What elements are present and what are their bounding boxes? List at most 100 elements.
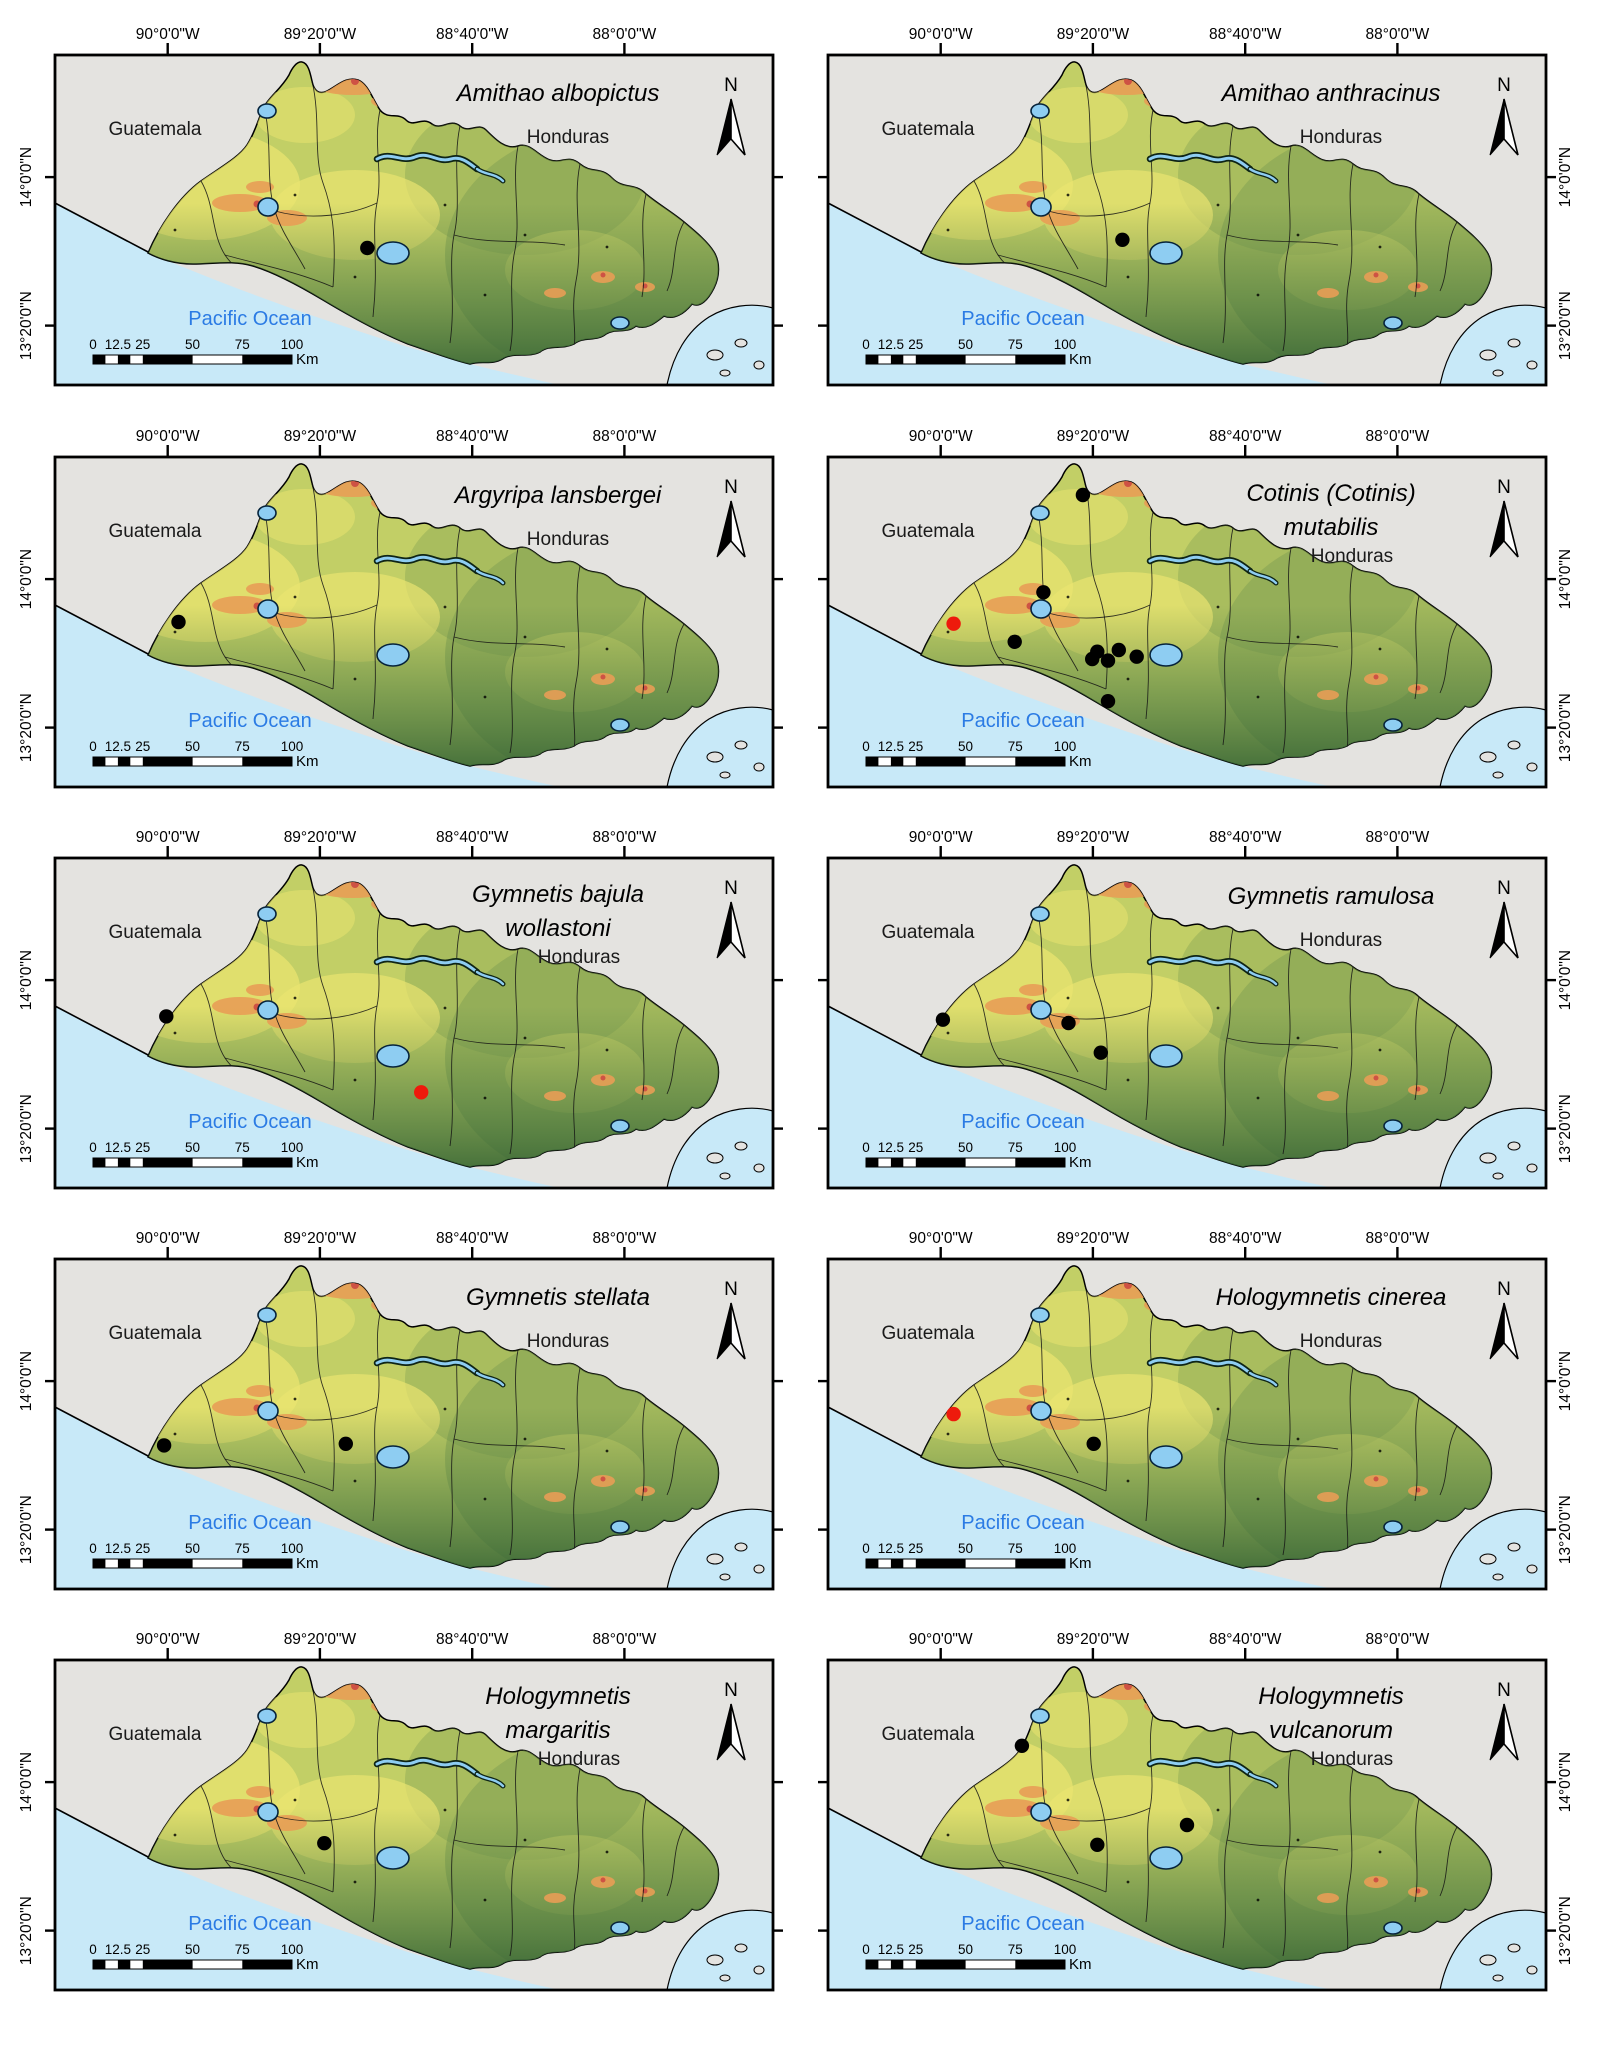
gulf-of-fonseca-water xyxy=(666,1508,774,1590)
scalebar-tick-label: 0 xyxy=(862,337,870,352)
scalebar-tick-label: 12.5 xyxy=(105,337,131,352)
scalebar-tick-label: 100 xyxy=(1054,1140,1077,1155)
ocean-label: Pacific Ocean xyxy=(961,308,1084,330)
north-arrow-label: N xyxy=(724,1279,738,1300)
scalebar-tick-label: 25 xyxy=(908,1942,923,1957)
department-boundary xyxy=(1345,1367,1354,1556)
scalebar-tick-label: 25 xyxy=(908,1140,923,1155)
map-canvas-8: 90°0'0"W 89°20'0"W 88°40'0"W 88°0'0"W 14°0'0… xyxy=(818,1230,1574,1591)
longitude-label: 88°40'0"W xyxy=(436,1631,509,1648)
longitude-label: 90°0'0"W xyxy=(136,829,200,846)
north-arrow-icon: N xyxy=(1489,878,1519,959)
department-boundary xyxy=(274,604,378,619)
island xyxy=(1479,1553,1497,1565)
north-arrow-icon: N xyxy=(1489,1680,1519,1761)
department-boundary xyxy=(311,482,335,690)
lake-guija xyxy=(1030,505,1050,521)
map-canvas-9: 90°0'0"W 89°20'0"W 88°40'0"W 88°0'0"W 14°0'0… xyxy=(18,1631,783,1992)
species-title-line: Hologymnetis cinerea xyxy=(1216,1284,1447,1311)
department-boundary xyxy=(311,883,335,1091)
map-frame xyxy=(53,1257,775,1591)
department-boundary xyxy=(1282,1750,1292,1957)
island xyxy=(753,360,765,370)
department-boundary xyxy=(224,1057,334,1091)
scalebar-unit: Km xyxy=(1069,1956,1092,1973)
lake-ilopango xyxy=(1149,1445,1183,1469)
ocean-label: Pacific Ocean xyxy=(961,1913,1084,1935)
department-boundary xyxy=(997,1859,1107,1893)
department-boundary xyxy=(666,1024,685,1095)
guatemala-coastline xyxy=(54,1807,151,1859)
department-boundary xyxy=(997,1057,1107,1091)
island xyxy=(1526,1564,1538,1574)
lake-ilopango xyxy=(376,1445,410,1469)
occurrence-dot-black xyxy=(1100,694,1116,709)
map-canvas-5: 90°0'0"W 89°20'0"W 88°40'0"W 88°0'0"W 14°0'0… xyxy=(18,829,783,1190)
occurrence-dot-black xyxy=(1115,232,1130,247)
latitude-label: 13°20'0"N xyxy=(1557,1896,1574,1965)
scalebar-tick-label: 12.5 xyxy=(878,1140,904,1155)
latitude-label: 13°20'0"N xyxy=(1557,291,1574,360)
north-arrow-icon: N xyxy=(1489,477,1519,558)
reservoir-water xyxy=(475,1371,505,1387)
gulf-of-fonseca-water xyxy=(666,1909,774,1991)
longitude-label: 88°40'0"W xyxy=(1209,26,1282,43)
department-boundary xyxy=(1047,202,1151,217)
guatemala-coastline xyxy=(827,1807,924,1859)
department-boundary xyxy=(509,547,519,754)
latitude-label: 13°20'0"N xyxy=(18,1896,35,1965)
lake-olomega xyxy=(1383,1119,1403,1133)
longitude-label: 90°0'0"W xyxy=(136,1230,200,1247)
longitude-label: 89°20'0"W xyxy=(1057,1631,1130,1648)
lake-olomega xyxy=(1383,1520,1403,1534)
department-boundary xyxy=(572,1367,581,1556)
department-boundary xyxy=(1226,1037,1339,1049)
department-boundary xyxy=(572,163,581,352)
scalebar-tick-label: 0 xyxy=(89,1541,97,1556)
scalebar-tick-label: 25 xyxy=(908,1541,923,1556)
scalebar-tick-label: 75 xyxy=(1008,1140,1023,1155)
department-boundary xyxy=(572,1768,581,1957)
scalebar-tick-label: 50 xyxy=(958,739,973,754)
department-boundary xyxy=(641,1397,647,1502)
island xyxy=(1479,1152,1497,1164)
reservoir-water xyxy=(1148,1357,1252,1375)
guatemala-coastline xyxy=(54,1406,151,1458)
island xyxy=(734,1141,748,1151)
department-boundary xyxy=(311,80,335,288)
country-label-guatemala: Guatemala xyxy=(109,922,202,943)
map-frame xyxy=(826,856,1548,1190)
island xyxy=(753,1163,765,1173)
country-label-guatemala: Guatemala xyxy=(109,1323,202,1344)
scalebar-tick-label: 100 xyxy=(1054,1942,1077,1957)
north-arrow-icon: N xyxy=(1489,75,1519,156)
guatemala-coastline xyxy=(54,202,151,254)
country-label-guatemala: Guatemala xyxy=(882,119,975,140)
north-arrow-icon: N xyxy=(716,878,746,959)
guatemala-coastline xyxy=(827,604,924,656)
reservoir-water xyxy=(375,1758,479,1776)
longitude-label: 88°0'0"W xyxy=(593,428,657,445)
department-boundary xyxy=(1414,1798,1420,1903)
longitude-label: 89°20'0"W xyxy=(284,829,357,846)
lake-guija xyxy=(257,906,277,922)
occurrence-dot-black xyxy=(1085,651,1100,667)
north-arrow-label: N xyxy=(724,477,738,498)
guatemala-coastline xyxy=(54,604,151,656)
map-canvas-4: 90°0'0"W 89°20'0"W 88°40'0"W 88°0'0"W 14°0'0… xyxy=(818,428,1574,789)
scalebar-tick-label: 50 xyxy=(958,1541,973,1556)
department-boundary xyxy=(224,1458,334,1492)
species-title-line: Hologymnetis xyxy=(1258,1683,1403,1710)
guatemala-coastline xyxy=(827,202,924,254)
lake-ilopango xyxy=(1149,1044,1183,1068)
occurrence-dot-black xyxy=(360,240,375,256)
department-boundary xyxy=(311,1284,335,1492)
longitude-label: 88°0'0"W xyxy=(1366,26,1430,43)
scalebar-tick-label: 25 xyxy=(135,1541,150,1556)
latitude-label: 13°20'0"N xyxy=(1557,1495,1574,1564)
longitude-label: 88°0'0"W xyxy=(593,1230,657,1247)
island xyxy=(1507,1542,1521,1552)
